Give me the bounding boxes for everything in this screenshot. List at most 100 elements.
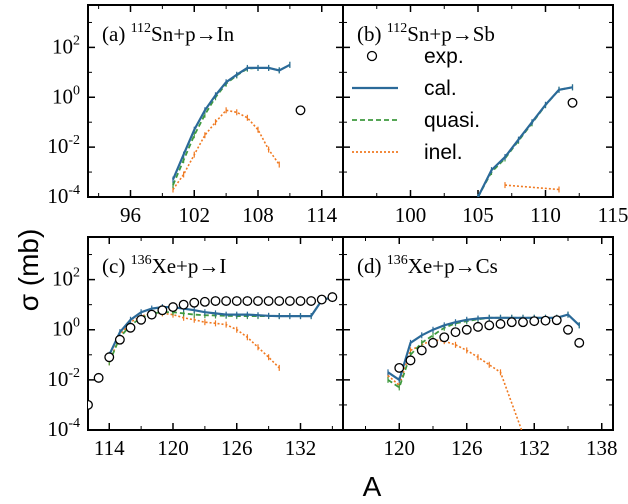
panel-b: 100 105 110 115 (b) 112Sn+p→Sb bbox=[342, 4, 628, 227]
panel-title: (b) 112Sn+p→Sb bbox=[357, 21, 495, 46]
exp-point bbox=[104, 352, 115, 363]
panel-c: 10-4 10-2 100 102 114 120 126 132 (c) 136Xe+p→I bbox=[47, 236, 344, 460]
y-tick-label: 10-2 bbox=[47, 133, 80, 158]
exp-point bbox=[428, 337, 438, 348]
inel-line bbox=[504, 184, 560, 191]
x-tick-label: 100 bbox=[395, 203, 427, 227]
exp-point bbox=[168, 302, 178, 313]
x-tick-label: 102 bbox=[179, 203, 211, 227]
exp-point bbox=[231, 296, 242, 306]
exp-point bbox=[263, 296, 274, 306]
y-tick-label: 10-4 bbox=[47, 416, 80, 441]
panel-title: (a) 112Sn+p→In bbox=[102, 21, 235, 46]
plot-frame bbox=[342, 236, 614, 431]
exp-point bbox=[484, 320, 495, 331]
panel-title: (c) 136Xe+p→I bbox=[102, 253, 226, 278]
x-tick-label: 108 bbox=[242, 203, 274, 227]
exp-point bbox=[146, 309, 157, 320]
series-group bbox=[387, 311, 585, 430]
series-group bbox=[88, 292, 338, 410]
quasi-line bbox=[108, 296, 333, 363]
legend-quasi-label: quasi. bbox=[424, 109, 480, 132]
exp-point bbox=[178, 299, 189, 310]
exp-point bbox=[306, 296, 317, 306]
exp-point bbox=[529, 316, 540, 327]
legend-cal-label: cal. bbox=[424, 77, 457, 100]
x-tick-label: 132 bbox=[519, 436, 551, 460]
inel-line bbox=[387, 338, 523, 430]
exp-point bbox=[210, 296, 221, 306]
exp-point bbox=[221, 296, 232, 306]
exp-point bbox=[157, 305, 168, 316]
exp-point bbox=[574, 337, 585, 348]
exp-point bbox=[327, 292, 338, 303]
x-tick-label: 115 bbox=[598, 203, 628, 227]
exp-point bbox=[242, 296, 253, 306]
exp-point bbox=[540, 315, 551, 326]
y-tick-label: 100 bbox=[52, 83, 80, 108]
exp-point bbox=[461, 324, 472, 335]
legend-exp-marker bbox=[366, 50, 378, 62]
exp-point bbox=[405, 355, 416, 366]
exp-point bbox=[88, 399, 93, 410]
legend: exp. cal. quasi. inel. bbox=[352, 45, 480, 164]
series-group bbox=[477, 84, 578, 197]
x-tick-label: 126 bbox=[221, 436, 253, 460]
y-tick-label: 10-4 bbox=[47, 183, 80, 208]
exp-point bbox=[567, 97, 578, 108]
quasi-line bbox=[477, 86, 573, 197]
x-tick-label: 126 bbox=[451, 436, 483, 460]
exp-point bbox=[125, 322, 136, 333]
exp-point bbox=[93, 372, 104, 383]
exp-point bbox=[136, 314, 147, 325]
exp-point bbox=[295, 296, 306, 306]
exp-point bbox=[473, 321, 483, 332]
exp-point bbox=[316, 294, 327, 305]
exp-point bbox=[189, 297, 200, 308]
exp-point bbox=[439, 332, 450, 343]
x-axis-label: A bbox=[363, 471, 382, 502]
y-tick-label: 100 bbox=[52, 316, 80, 341]
legend-exp-label: exp. bbox=[424, 45, 464, 68]
exp-point bbox=[495, 319, 506, 329]
cal-line bbox=[477, 86, 573, 197]
panel-title: (d) 136Xe+p→Cs bbox=[357, 253, 498, 278]
legend-inel-label: inel. bbox=[424, 141, 463, 164]
x-tick-label: 132 bbox=[285, 436, 317, 460]
exp-point bbox=[114, 334, 125, 345]
cal-line bbox=[171, 63, 291, 181]
y-tick-label: 102 bbox=[52, 266, 80, 291]
x-tick-label: 120 bbox=[157, 436, 189, 460]
x-tick-label: 105 bbox=[462, 203, 494, 227]
inel-line bbox=[172, 109, 280, 190]
exp-point bbox=[253, 296, 263, 306]
x-tick-label: 110 bbox=[530, 203, 561, 227]
quasi-line bbox=[172, 64, 291, 186]
series-group bbox=[171, 61, 306, 193]
x-tick-label: 138 bbox=[586, 436, 618, 460]
exp-point bbox=[506, 317, 517, 328]
y-axis-label: σ (mb) bbox=[13, 229, 44, 312]
x-tick-label: 120 bbox=[384, 436, 416, 460]
exp-point bbox=[394, 362, 405, 373]
x-tick-label: 114 bbox=[94, 436, 125, 460]
y-tick-label: 10-2 bbox=[47, 366, 80, 391]
y-tick-label: 102 bbox=[52, 33, 80, 58]
x-tick-label: 96 bbox=[120, 203, 141, 227]
exp-point bbox=[295, 105, 306, 116]
exp-point bbox=[563, 324, 573, 335]
exp-point bbox=[551, 315, 562, 326]
exp-point bbox=[518, 317, 528, 328]
exp-point bbox=[450, 327, 461, 338]
x-tick-label: 114 bbox=[306, 203, 337, 227]
panel-a: 10-4 10-2 100 102 96 102 108 114 (a) 112Sn+p→In bbox=[47, 4, 344, 227]
exp-point bbox=[199, 296, 210, 307]
exp-point bbox=[416, 345, 427, 356]
exp-point bbox=[284, 296, 295, 306]
exp-point bbox=[274, 296, 285, 306]
panel-d: 120 126 132 138 (d) 136Xe+p→Cs bbox=[342, 236, 618, 460]
cal-line bbox=[108, 296, 333, 356]
quasi-line bbox=[387, 313, 580, 389]
